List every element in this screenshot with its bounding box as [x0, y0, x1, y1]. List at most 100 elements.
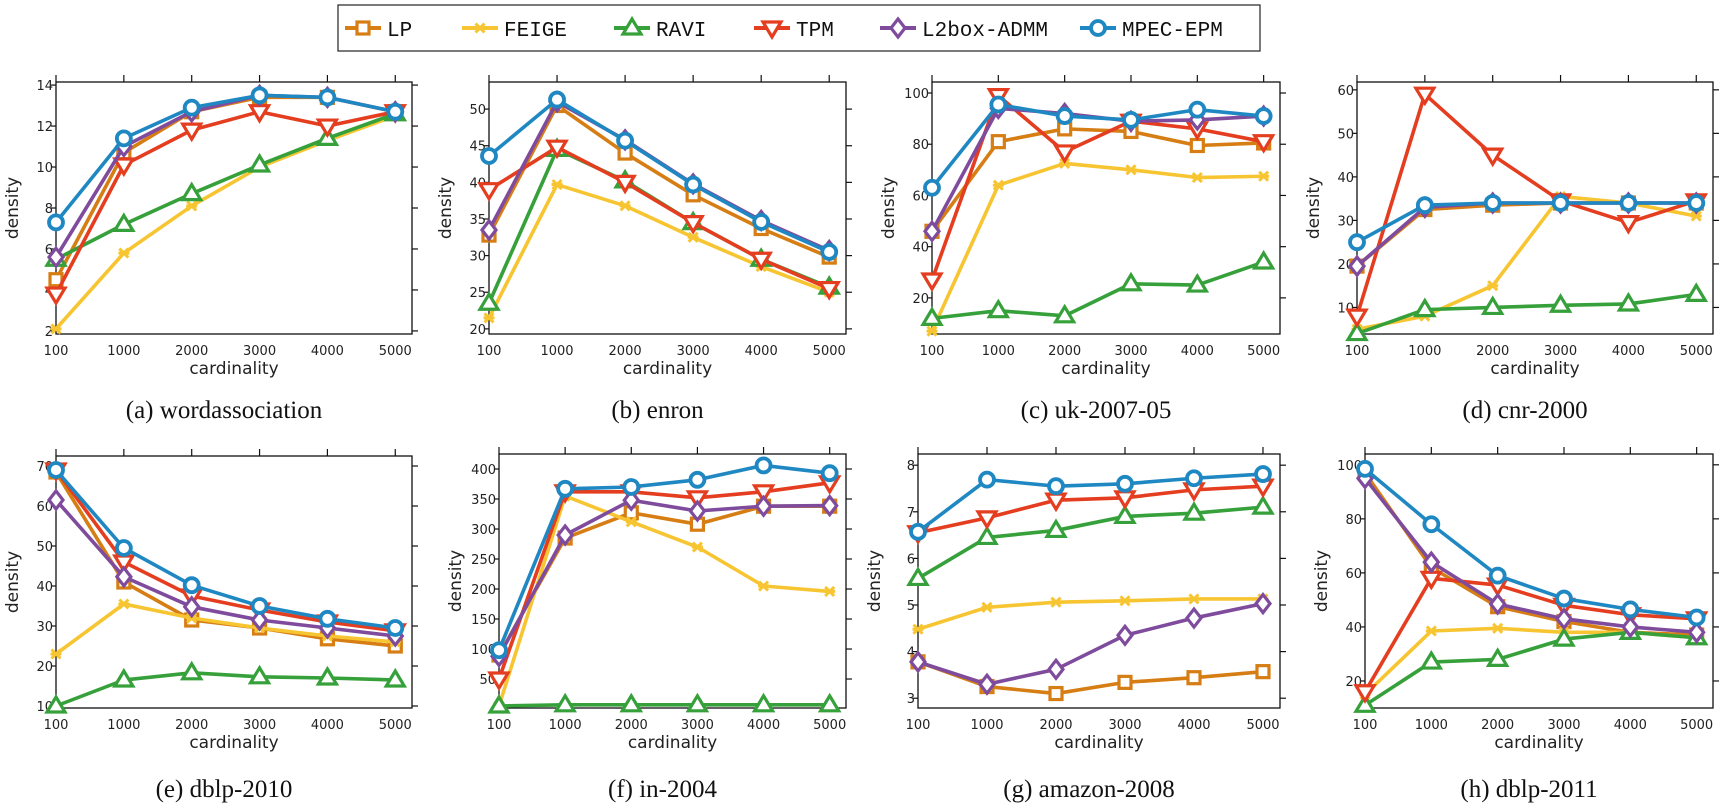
- series-line: [54, 498, 396, 638]
- data-point: [247, 664, 272, 685]
- legend-label: LP: [387, 20, 412, 43]
- x-mark: [1258, 170, 1270, 182]
- x-tick-label: 3000: [677, 344, 710, 359]
- data-point: [619, 200, 631, 212]
- data-point: [1619, 194, 1638, 212]
- series-ravi: [44, 660, 408, 714]
- data-point: [114, 129, 133, 148]
- series-line: [54, 602, 396, 656]
- data-point: [975, 510, 999, 530]
- data-point: [1687, 620, 1706, 644]
- data-point: [112, 667, 136, 688]
- series-mpec-epm: [47, 86, 405, 232]
- y-tick-label: 6: [907, 552, 915, 567]
- x-mark: [483, 312, 495, 324]
- plot-frame: [498, 453, 847, 709]
- x-mark: [1690, 210, 1702, 222]
- y-tick-label: 350: [471, 493, 496, 508]
- legend-label: RAVI: [656, 20, 706, 43]
- y-tick-label: 400: [471, 463, 496, 478]
- data-point: [50, 648, 62, 660]
- data-point: [479, 218, 499, 242]
- y-tick-label: 14: [36, 79, 53, 94]
- data-point: [975, 525, 999, 546]
- data-point: [685, 692, 710, 713]
- data-point: [684, 175, 703, 194]
- plot-frame: [1356, 81, 1714, 335]
- x-mark: [619, 200, 631, 212]
- data-point: [318, 88, 337, 107]
- x-mark: [1119, 595, 1131, 607]
- x-tick-label: 100: [906, 718, 931, 733]
- data-point: [920, 272, 944, 293]
- x-axis-label: cardinality: [628, 733, 717, 753]
- x-mark: [1492, 622, 1504, 634]
- data-point: [1119, 595, 1131, 607]
- data-point: [1345, 321, 1369, 342]
- data-point: [1621, 600, 1640, 619]
- data-point: [906, 566, 930, 587]
- x-tick-label: 1000: [970, 718, 1003, 733]
- y-tick-label: 2: [45, 325, 53, 340]
- data-point: [1413, 86, 1437, 107]
- data-point: [622, 478, 641, 496]
- x-tick-label: 100: [1345, 344, 1370, 359]
- x-tick-label: 100: [477, 344, 502, 359]
- x-mark: [824, 585, 836, 597]
- data-point: [1347, 254, 1367, 278]
- x-tick-label: 2000: [175, 344, 208, 359]
- x-tick-label: 4000: [745, 344, 778, 359]
- series-line: [497, 498, 830, 658]
- x-tick-label: 3000: [1544, 344, 1577, 359]
- data-point: [250, 608, 269, 632]
- data-point: [978, 470, 996, 489]
- legend-label: TPM: [796, 20, 834, 43]
- data-point: [1485, 647, 1510, 667]
- data-point: [986, 298, 1011, 319]
- data-point: [487, 693, 511, 714]
- legend-item-ravi: RAVI: [614, 15, 706, 43]
- y-tick-label: 12: [36, 120, 53, 135]
- data-point: [616, 131, 634, 150]
- data-point: [1413, 297, 1437, 318]
- panel-d-cnr-2000: 100 1000 2000 3000 4000 5000102030405060cardi…: [1304, 75, 1719, 424]
- data-point: [1425, 625, 1437, 637]
- data-point: [1353, 684, 1377, 704]
- data-point: [1186, 670, 1202, 686]
- data-point: [1251, 495, 1275, 515]
- x-tick-label: 1000: [549, 718, 582, 733]
- series-mpec-epm: [909, 465, 1272, 541]
- x-mark: [757, 580, 770, 592]
- data-point: [1184, 606, 1204, 630]
- data-point: [989, 95, 1008, 114]
- data-point: [179, 181, 204, 202]
- data-point: [981, 601, 993, 613]
- x-tick-label: 5000: [813, 344, 846, 359]
- data-point: [44, 693, 68, 714]
- series-feige: [493, 490, 836, 712]
- data-point: [1480, 295, 1505, 316]
- x-tick-label: 2000: [1481, 718, 1514, 733]
- x-tick-label: 1000: [1415, 718, 1448, 733]
- series-line: [930, 161, 1264, 332]
- y-tick-label: 20: [912, 292, 929, 307]
- data-point: [114, 565, 133, 589]
- legend-diamond-icon: [888, 16, 908, 40]
- legend-item-feige: FEIGE: [462, 20, 567, 43]
- data-point: [44, 286, 68, 307]
- y-tick-label: 150: [471, 613, 496, 628]
- x-tick-label: 5000: [379, 344, 412, 359]
- legend: LP FEIGE RAVI TPM L2box-ADMM MPEC-EPM: [337, 4, 1261, 52]
- data-point: [182, 576, 201, 595]
- data-point: [1253, 591, 1273, 616]
- data-point: [383, 667, 408, 688]
- series-line: [1363, 477, 1697, 635]
- data-point: [920, 306, 944, 326]
- data-point: [1616, 214, 1641, 235]
- plot-frame: [931, 81, 1281, 335]
- series-lp: [491, 498, 838, 663]
- y-tick-label: 20: [469, 323, 486, 338]
- y-axis-label: density: [3, 177, 23, 239]
- x-tick-label: 100: [44, 344, 69, 359]
